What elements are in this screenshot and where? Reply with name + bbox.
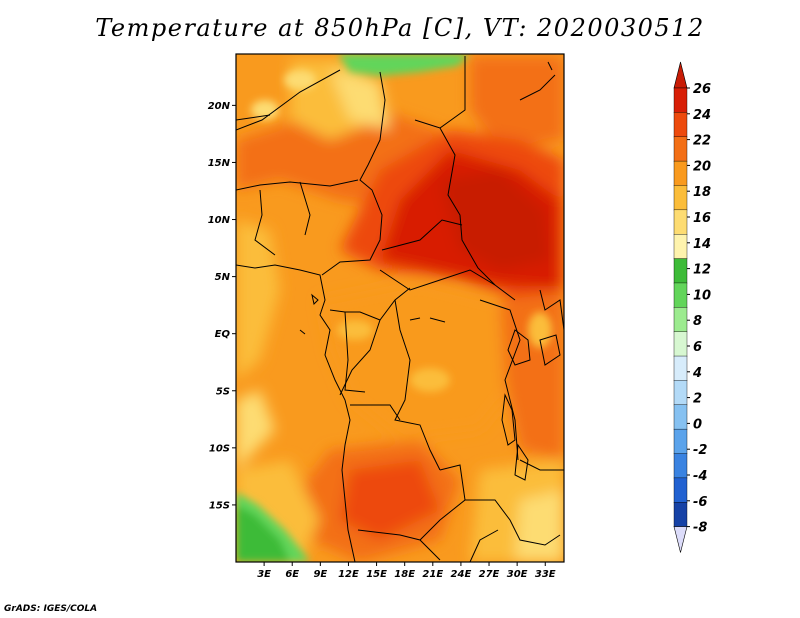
lon-tick-label: 21E xyxy=(422,569,443,580)
grads-credit: GrADS: IGES/COLA xyxy=(4,604,98,614)
colorbar-top-triangle xyxy=(673,61,688,89)
colorbar-label: -8 xyxy=(693,521,707,536)
map-frame xyxy=(235,53,565,563)
lon-tick-label: 6E xyxy=(285,569,299,580)
temperature-field xyxy=(236,54,564,562)
colorbar-label: 10 xyxy=(693,288,711,303)
colorbar-label: 8 xyxy=(693,314,702,329)
lat-tick-label: 15N xyxy=(208,158,231,169)
colorbar-label: 12 xyxy=(693,263,711,278)
lat-tick-label: 5S xyxy=(216,386,230,397)
lon-tick-label: 27E xyxy=(479,569,500,580)
lon-tick-label: 24E xyxy=(451,569,472,580)
lat-tick-label: 10N xyxy=(208,215,231,226)
colorbar-label: -4 xyxy=(693,469,707,484)
lat-tick-label: EQ xyxy=(215,329,231,340)
colorbar-label: -6 xyxy=(693,495,707,510)
lon-tick-label: 3E xyxy=(257,569,271,580)
colorbar-segment xyxy=(673,453,688,479)
colorbar-segment xyxy=(673,355,688,381)
colorbar-segment xyxy=(673,428,688,454)
colorbar-label: 22 xyxy=(693,134,711,149)
colorbar-segment xyxy=(673,185,688,211)
colorbar-bottom-triangle xyxy=(673,526,688,553)
colorbar-label: 16 xyxy=(693,211,711,226)
colorbar-segment xyxy=(673,502,688,528)
lon-tick-label: 33E xyxy=(535,569,556,580)
colorbar-segment xyxy=(673,307,688,333)
lat-tick-label: 5N xyxy=(215,272,231,283)
colorbar-segment xyxy=(673,87,688,113)
colorbar-segment xyxy=(673,112,688,138)
lon-tick-label: 15E xyxy=(366,569,387,580)
lat-tick-label: 20N xyxy=(208,101,231,112)
lon-tick-label: 9E xyxy=(313,569,327,580)
colorbar-segment xyxy=(673,331,688,357)
colorbar-label: 4 xyxy=(692,366,702,381)
lon-tick-label: 18E xyxy=(394,569,415,580)
colorbar-segment xyxy=(673,160,688,186)
colorbar-label: 20 xyxy=(693,159,711,174)
colorbar-segment xyxy=(673,477,688,503)
colorbar-label: 24 xyxy=(693,108,711,123)
colorbar-label: 6 xyxy=(693,340,702,355)
lat-tick-label: 10S xyxy=(209,443,230,454)
colorbar-label: -2 xyxy=(693,443,707,458)
colorbar-segment xyxy=(673,136,688,162)
colorbar-label: 26 xyxy=(693,82,711,97)
lon-tick-label: 30E xyxy=(507,569,528,580)
colorbar-label: 14 xyxy=(693,237,711,252)
colorbar-segment xyxy=(673,233,688,260)
latitude-axis: 20N 15N 10N 5N EQ 5S 10S 15S xyxy=(208,101,236,511)
lon-tick-label: 12E xyxy=(338,569,359,580)
colorbar-label: 2 xyxy=(693,392,702,407)
colorbar-segment xyxy=(673,209,688,235)
country-borders xyxy=(236,56,564,562)
colorbar-label: 18 xyxy=(693,185,711,200)
colorbar-label: 0 xyxy=(693,417,702,432)
colorbar-segment xyxy=(673,404,688,430)
lat-tick-label: 15S xyxy=(209,500,230,511)
longitude-axis: 3E 6E 9E 12E 15E 18E 21E 24E 27E 30E 33E xyxy=(257,562,556,580)
colorbar-segment xyxy=(673,282,688,308)
colorbar-segment xyxy=(673,258,688,284)
colorbar-segment xyxy=(673,380,688,406)
map-title: Temperature at 850hPa [C], VT: 202003051… xyxy=(95,14,705,42)
